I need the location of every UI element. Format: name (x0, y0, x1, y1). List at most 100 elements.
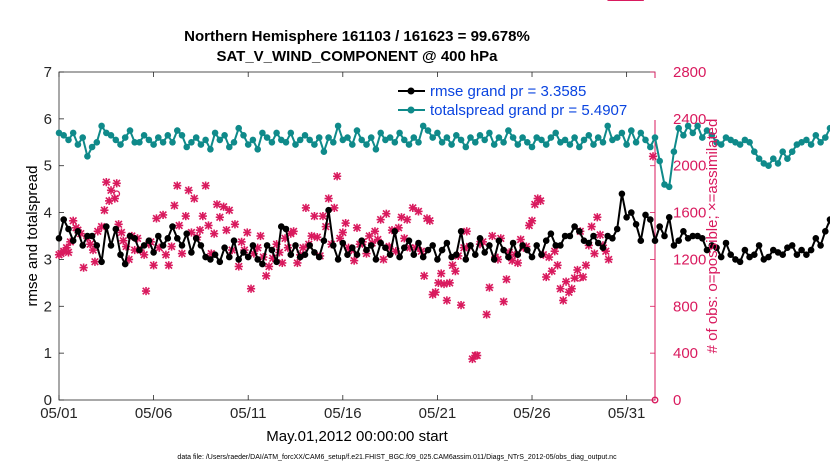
obs-assimilated-point (210, 229, 219, 238)
totalspread-point (604, 122, 611, 130)
obs-assimilated-point (307, 231, 316, 241)
obs-assimilated-point (382, 209, 391, 218)
rmse-point (136, 246, 143, 254)
rmse-point (434, 256, 441, 263)
rmse-point (334, 256, 342, 263)
obs-assimilated-point (212, 200, 222, 209)
totalspread-point (169, 139, 176, 146)
rmse-point (301, 251, 309, 258)
rmse-point (112, 225, 120, 233)
rmse-point (647, 216, 654, 223)
rmse-point (779, 251, 786, 258)
obs-assimilated-point (173, 181, 182, 190)
totalspread-point (472, 139, 479, 146)
totalspread-point (788, 148, 796, 155)
obs-assimilated-point (420, 271, 429, 280)
rmse-point (594, 239, 602, 247)
totalspread-point (822, 134, 829, 141)
rmse-point (382, 244, 389, 251)
obs-assimilated-point (341, 219, 350, 228)
chart-subtitle: SAT_V_WIND_COMPONENT @ 400 hPa (216, 48, 498, 65)
totalspread-point (613, 134, 621, 141)
rmse-point (637, 237, 645, 244)
obs-assimilated-point (567, 284, 576, 293)
rmse-point (98, 258, 105, 266)
totalspread-point (689, 129, 697, 137)
totalspread-point (296, 136, 304, 144)
y-right-tick-label: 2800 (673, 64, 706, 81)
totalspread-point (363, 141, 370, 148)
chart-title: Northern Hemisphere 161103 / 161623 = 99… (184, 28, 530, 45)
totalspread-point (140, 132, 148, 139)
totalspread-point (538, 136, 545, 144)
obs-assimilated-point (587, 222, 596, 231)
y-right-tick-label: 0 (673, 392, 681, 409)
rmse-point (505, 253, 512, 261)
rmse-point (240, 249, 247, 256)
obs-assimilated-point (175, 221, 184, 230)
obs-assimilated-point (542, 272, 551, 282)
obs-assimilated-point (439, 279, 449, 289)
obs-assimilated-point (352, 223, 362, 232)
totalspread-point (249, 136, 257, 144)
totalspread-point (136, 139, 143, 146)
y-left-tick-label: 5 (44, 158, 52, 175)
obs-assimilated-point (434, 278, 443, 287)
totalspread-point (500, 139, 507, 146)
rmse-point (500, 246, 507, 254)
totalspread-point (240, 132, 247, 139)
rmse-point (259, 260, 266, 268)
obs-assimilated-point (230, 220, 240, 229)
rmse-point (490, 256, 498, 263)
rmse-point (472, 251, 479, 258)
rmse-point (486, 242, 493, 249)
obs-assimilated-point (547, 267, 556, 276)
totalspread-point (637, 129, 645, 137)
totalspread-point (325, 134, 332, 141)
obs-assimilated-point (513, 258, 522, 268)
totalspread-point (84, 153, 91, 160)
rmse-point (273, 258, 280, 266)
totalspread-point (542, 141, 550, 148)
totalspread-point (656, 157, 663, 165)
rmse-point (717, 253, 725, 261)
rmse-point (363, 246, 370, 254)
totalspread-point (755, 155, 763, 162)
rmse-point (244, 253, 252, 261)
rmse-point (552, 242, 559, 249)
totalspread-point (467, 134, 474, 141)
rmse-point (561, 232, 569, 240)
totalspread-point (145, 136, 153, 144)
rmse-point (103, 223, 110, 230)
y-left-tick-label: 1 (44, 345, 52, 362)
x-axis: 05/01 05/06 05/11 05/16 05/21 05/26 05/31 (40, 72, 645, 422)
rmse-point (74, 228, 82, 235)
rmse-point (788, 242, 796, 249)
totalspread-point (287, 129, 295, 137)
totalspread-point (183, 143, 190, 151)
totalspread-point (372, 146, 380, 153)
obs-assimilated-point (170, 201, 179, 210)
totalspread-point (131, 139, 138, 146)
rmse-point (221, 244, 228, 251)
obs-assimilated-point (158, 210, 168, 220)
rmse-point (410, 251, 418, 258)
totalspread-point (230, 139, 238, 146)
rmse-point (462, 256, 470, 263)
obs-assimilated-point (499, 297, 508, 306)
totalspread-point (216, 136, 224, 144)
totalspread-point (784, 155, 791, 162)
totalspread-point (438, 139, 446, 146)
obs-assimilated-point (581, 261, 591, 270)
rmse-point (140, 242, 148, 249)
totalspread-point (192, 134, 200, 141)
totalspread-point (642, 136, 649, 144)
totalspread-point (803, 136, 810, 144)
rmse-point (755, 242, 763, 249)
totalspread-point (410, 134, 418, 141)
obs-assimilated-point (79, 263, 88, 272)
totalspread-point (476, 132, 484, 139)
rmse-point (495, 237, 503, 244)
obs-assimilated-point (190, 194, 199, 203)
totalspread-point (779, 148, 786, 155)
